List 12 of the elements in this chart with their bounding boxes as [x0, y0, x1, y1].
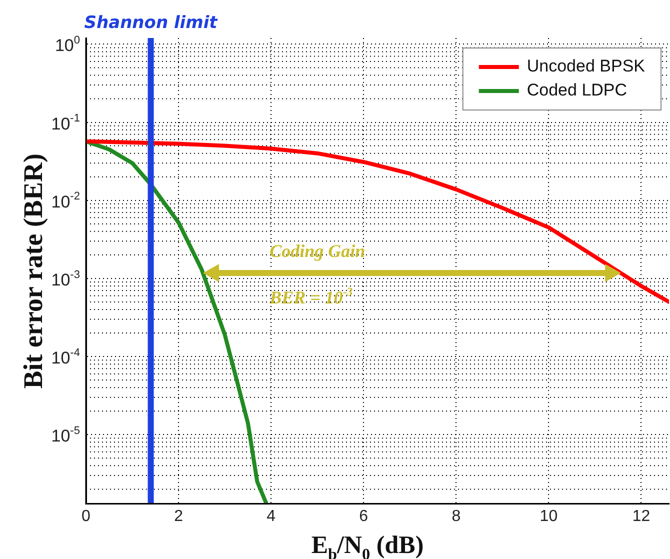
ref-line-label: Shannon limit: [84, 13, 218, 33]
x-tick-label: 4: [266, 508, 276, 525]
x-tick-label: 0: [82, 508, 91, 525]
x-tick-label: 12: [632, 508, 650, 525]
x-tick-label: 10: [540, 508, 558, 525]
legend-label: Uncoded BPSK: [526, 56, 646, 76]
y-axis-title: Bit error rate (BER): [18, 154, 48, 389]
x-tick-label: 2: [174, 508, 184, 525]
x-tick-label: 8: [452, 508, 461, 525]
legend-label: Coded LDPC: [526, 80, 628, 100]
annotation: Coding Gain: [270, 240, 366, 261]
x-tick-label: 6: [359, 508, 368, 525]
